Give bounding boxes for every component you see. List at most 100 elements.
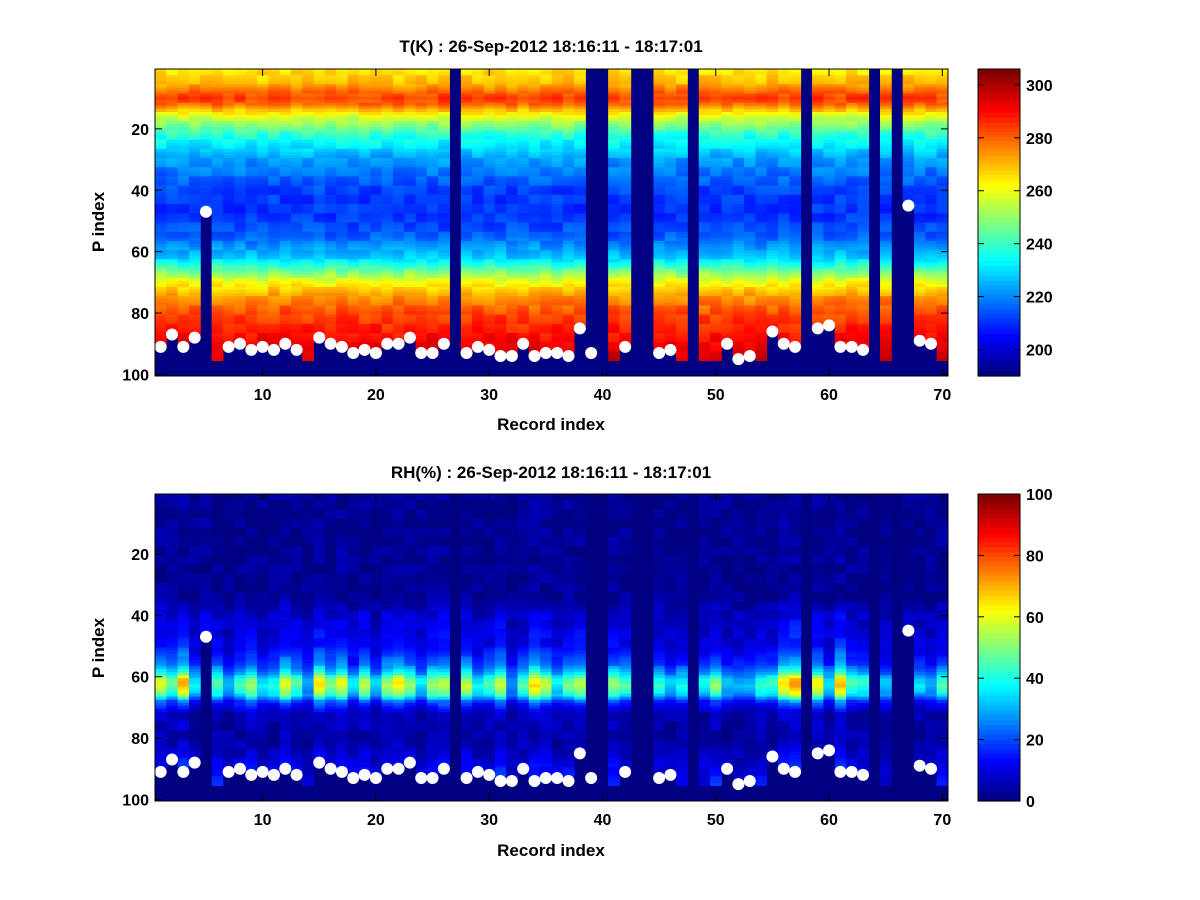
heatmap-cell	[188, 201, 201, 205]
heatmap-cell	[358, 339, 371, 343]
heatmap-cell	[517, 333, 530, 337]
heatmap-cell	[302, 253, 314, 257]
heatmap-cell	[177, 259, 190, 263]
heatmap-cell	[200, 151, 213, 156]
heatmap-cell	[222, 299, 235, 303]
heatmap-cell	[755, 188, 768, 193]
heatmap-cell	[222, 290, 235, 294]
heatmap-cell	[415, 87, 428, 91]
heatmap-cell	[789, 265, 802, 269]
heatmap-cell	[608, 219, 620, 223]
heatmap-cell	[664, 256, 677, 260]
heatmap-cell	[234, 201, 247, 205]
heatmap-cell	[245, 317, 258, 322]
heatmap-cell	[336, 87, 348, 91]
heatmap-cell	[166, 219, 179, 223]
heatmap-cell	[290, 243, 303, 248]
heatmap-cell	[155, 118, 167, 122]
record-column	[324, 69, 337, 346]
heatmap-cell	[619, 268, 632, 273]
heatmap-cell	[664, 87, 677, 91]
heatmap-cell	[540, 197, 552, 202]
heatmap-cell	[426, 228, 439, 233]
heatmap-cell	[302, 314, 314, 319]
heatmap-cell	[381, 280, 394, 285]
heatmap-cell	[506, 265, 518, 269]
heatmap-cell	[812, 170, 824, 174]
heatmap-cell	[619, 280, 632, 285]
heatmap-cell	[506, 185, 518, 190]
heatmap-cell	[698, 124, 711, 128]
heatmap-cell	[506, 234, 518, 239]
heatmap-cell	[664, 179, 677, 183]
heatmap-cell	[653, 308, 666, 312]
heatmap-cell	[155, 84, 167, 88]
heatmap-cell	[834, 274, 847, 279]
heatmap-cell	[290, 182, 303, 187]
heatmap-cell	[211, 329, 224, 334]
heatmap-cell	[676, 283, 688, 288]
heatmap-cell	[517, 194, 530, 199]
heatmap-cell	[846, 173, 858, 177]
heatmap-cell	[211, 259, 224, 263]
heatmap-cell	[438, 314, 450, 319]
heatmap-cell	[551, 161, 564, 165]
heatmap-cell	[381, 250, 394, 254]
heatmap-cell	[268, 308, 281, 312]
heatmap-cell	[222, 136, 235, 141]
heatmap-cell	[472, 317, 484, 322]
heatmap-cell	[551, 317, 564, 322]
heatmap-cell	[608, 78, 620, 82]
heatmap-cell	[551, 191, 564, 196]
record-column	[460, 69, 473, 355]
heatmap-cell	[347, 145, 360, 150]
heatmap-cell	[347, 102, 360, 107]
heatmap-cell	[574, 228, 586, 233]
heatmap-cell	[551, 256, 564, 260]
heatmap-cell	[744, 274, 756, 279]
heatmap-cell	[460, 188, 473, 193]
heatmap-cell	[483, 170, 496, 174]
heatmap-cell	[358, 90, 371, 94]
heatmap-cell	[415, 72, 428, 76]
heatmap-cell	[347, 342, 360, 346]
heatmap-cell	[698, 204, 711, 208]
heatmap-cell	[155, 90, 167, 94]
heatmap-cell	[834, 277, 847, 282]
heatmap-cell	[177, 317, 190, 322]
heatmap-cell	[336, 124, 348, 128]
heatmap-cell	[574, 222, 586, 226]
heatmap-cell	[177, 213, 190, 217]
heatmap-cell	[483, 274, 496, 279]
heatmap-cell	[279, 240, 292, 245]
heatmap-cell	[789, 308, 802, 312]
heatmap-cell	[619, 271, 632, 276]
heatmap-cell	[222, 185, 235, 190]
heatmap-cell	[653, 274, 666, 279]
heatmap-cell	[732, 133, 745, 137]
heatmap-cell	[517, 130, 530, 134]
heatmap-cell	[426, 204, 439, 208]
heatmap-cell	[415, 185, 428, 190]
heatmap-cell	[732, 317, 745, 322]
heatmap-cell	[483, 216, 496, 220]
heatmap-cell	[540, 191, 552, 196]
heatmap-cell	[721, 243, 734, 248]
heatmap-cell	[381, 115, 394, 119]
heatmap-cell	[574, 161, 586, 165]
heatmap-cell	[483, 176, 496, 180]
heatmap-cell	[245, 333, 258, 337]
heatmap-cell	[177, 142, 190, 147]
heatmap-cell	[347, 151, 360, 156]
heatmap-cell	[211, 164, 224, 168]
heatmap-cell	[155, 305, 167, 309]
heatmap-cell	[347, 139, 360, 144]
record-column	[710, 69, 722, 362]
heatmap-cell	[562, 237, 575, 242]
heatmap-cell	[766, 253, 779, 257]
heatmap-cell	[256, 188, 269, 193]
heatmap-cell	[256, 167, 269, 171]
heatmap-cell	[574, 185, 586, 190]
heatmap-cell	[517, 314, 530, 319]
heatmap-cell	[336, 277, 348, 282]
